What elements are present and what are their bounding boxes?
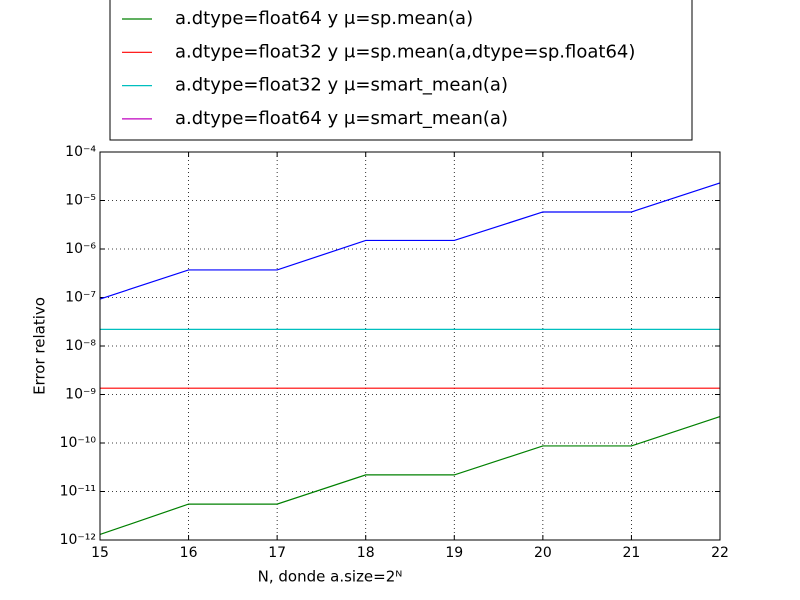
y-tick-label: 10⁻⁴ xyxy=(65,144,96,160)
y-axis-label: Error relativo xyxy=(31,297,49,395)
plot-frame xyxy=(99,151,721,541)
y-tick-label: 10⁻⁵ xyxy=(65,193,96,209)
y-tick-label: 10⁻⁸ xyxy=(65,338,96,354)
y-tick-label: 10⁻⁷ xyxy=(65,290,96,306)
legend-label: a.dtype=float32 y μ=sp.mean(a,dtype=sp.f… xyxy=(175,41,635,62)
x-tick-label: 16 xyxy=(180,545,198,561)
y-tick-label: 10⁻⁶ xyxy=(65,241,96,257)
x-tick-label: 18 xyxy=(357,545,375,561)
x-tick-label: 19 xyxy=(445,545,463,561)
x-tick-label: 15 xyxy=(91,545,109,561)
legend-label: a.dtype=float64 y μ=sp.mean(a) xyxy=(175,8,473,29)
series-line xyxy=(99,182,721,300)
x-axis-label: N, donde a.size=2ᴺ xyxy=(258,568,403,586)
legend-label: a.dtype=float32 y μ=smart_mean(a) xyxy=(175,75,508,96)
y-tick-label: 10⁻¹⁰ xyxy=(60,435,97,451)
x-tick-label: 21 xyxy=(623,545,641,561)
y-tick-label: 10⁻¹² xyxy=(60,532,96,548)
series-line xyxy=(99,416,721,536)
x-tick-label: 22 xyxy=(711,545,729,561)
legend-label: a.dtype=float64 y μ=smart_mean(a) xyxy=(175,108,508,129)
x-tick-label: 17 xyxy=(268,545,286,561)
y-tick-label: 10⁻¹¹ xyxy=(60,484,96,500)
x-tick-label: 20 xyxy=(534,545,552,561)
legend-box xyxy=(109,0,693,141)
y-tick-label: 10⁻⁹ xyxy=(65,387,96,403)
